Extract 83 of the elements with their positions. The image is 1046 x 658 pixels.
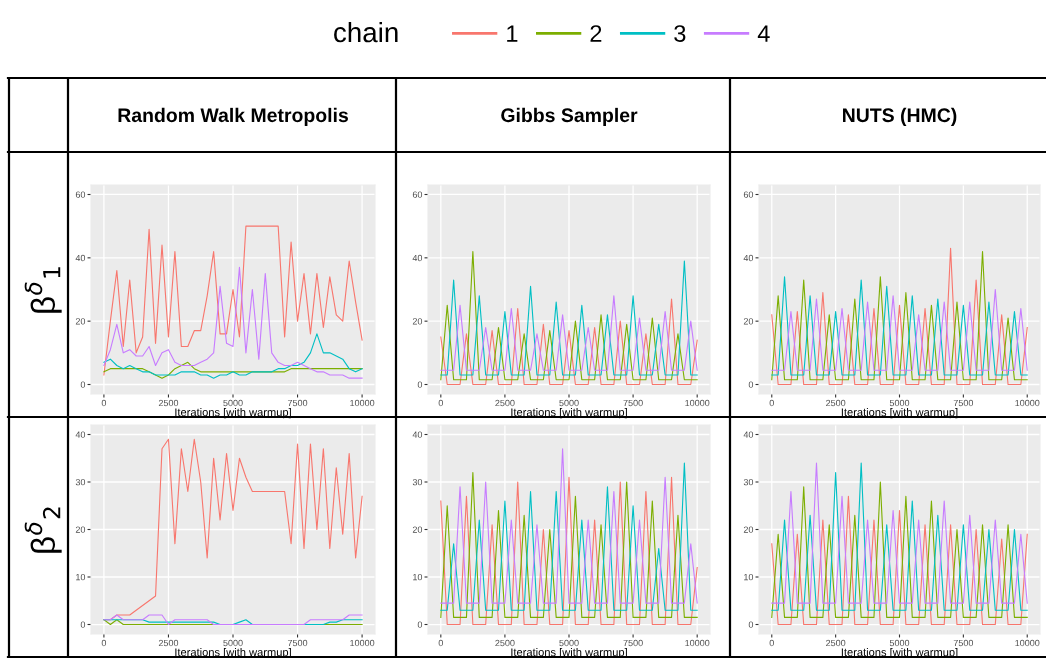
x-tick-label: 2500 [158, 639, 179, 647]
y-tick-label: 10 [744, 573, 754, 581]
x-axis-title: Iterations [with warmup] [841, 407, 958, 419]
y-tick-label: 0 [748, 381, 754, 388]
x-tick-label: 0 [438, 639, 443, 647]
line-series [103, 361, 363, 379]
line-series [440, 298, 698, 386]
legend-label: 4 [757, 25, 770, 42]
legend-label: 3 [674, 25, 686, 42]
y-tick-label: 40 [743, 431, 754, 438]
x-tick-label: 5000 [889, 639, 910, 647]
y-tick-label: 20 [412, 318, 423, 325]
y-tick-label: 20 [75, 526, 86, 533]
x-tick-label: 7500 [953, 639, 974, 647]
x-tick-label: 7500 [287, 639, 308, 647]
line-series [440, 295, 698, 371]
legend-label: 2 [590, 25, 602, 42]
line-series [771, 481, 1028, 618]
x-tick-label: 0 [438, 399, 443, 407]
y-tick-label: 40 [743, 254, 754, 262]
y-tick-label: 10 [413, 573, 423, 581]
line-series [103, 266, 363, 379]
y-tick-label: 0 [417, 381, 423, 388]
x-tick-label: 5000 [223, 639, 243, 647]
x-axis-title: Iterations [with warmup] [511, 407, 627, 419]
x-tick-label: 10000 [1015, 399, 1040, 407]
line-series [103, 225, 363, 376]
x-tick-label: 10000 [1015, 639, 1040, 647]
x-tick-label: 0 [101, 639, 107, 647]
x-tick-label: 7500 [623, 639, 643, 647]
x-tick-label: 0 [769, 399, 774, 407]
x-tick-label: 10000 [350, 399, 375, 407]
x-tick-label: 7500 [287, 399, 308, 407]
y-tick-label: 0 [80, 381, 86, 388]
chart-title: NUTS (HMC) [843, 107, 957, 126]
x-tick-label: 5000 [559, 399, 579, 407]
chart-title: Gibbs Sampler [501, 107, 638, 126]
x-tick-label: 7500 [623, 399, 643, 407]
x-tick-label: 10000 [685, 639, 710, 647]
x-tick-label: 0 [101, 399, 107, 407]
x-tick-label: 2500 [826, 639, 846, 647]
y-tick-label: 10 [76, 573, 86, 581]
x-tick-label: 5000 [559, 639, 579, 647]
y-tick-label: 60 [412, 191, 423, 198]
x-tick-label: 0 [769, 639, 774, 647]
x-axis-title: Iterations [with warmup] [175, 407, 291, 419]
y-tick-label: 0 [748, 621, 754, 628]
y-axis-title: β$^{δ}$$_{2}$ [24, 507, 62, 553]
y-tick-label: 40 [412, 254, 423, 262]
y-tick-label: 40 [75, 254, 86, 262]
x-axis-title: Iterations [with warmup] [841, 647, 958, 658]
legend-label: 1 [507, 25, 518, 42]
x-tick-label: 2500 [158, 399, 179, 407]
y-tick-label: 30 [75, 478, 86, 486]
x-tick-label: 5000 [889, 399, 910, 407]
y-axis-title: β$^{δ}$$_{1}$ [24, 267, 62, 313]
y-tick-label: 30 [743, 478, 754, 486]
x-tick-label: 5000 [223, 399, 243, 407]
legend-title: chain [334, 21, 398, 43]
y-tick-label: 40 [75, 431, 86, 438]
x-tick-label: 7500 [953, 399, 974, 407]
y-tick-label: 20 [412, 526, 423, 533]
x-tick-label: 2500 [495, 399, 515, 407]
y-tick-label: 0 [80, 621, 86, 628]
chart-title: Random Walk Metropolis [118, 107, 348, 126]
y-tick-label: 60 [743, 191, 754, 198]
x-axis-title: Iterations [with warmup] [511, 647, 627, 658]
x-tick-label: 2500 [826, 399, 846, 407]
y-tick-label: 20 [743, 318, 754, 325]
line-series [771, 276, 1028, 376]
y-tick-label: 20 [75, 318, 86, 325]
x-axis-title: Iterations [with warmup] [175, 647, 291, 658]
line-series [103, 333, 363, 379]
y-tick-label: 0 [417, 621, 423, 628]
x-tick-label: 10000 [350, 639, 375, 647]
y-tick-label: 40 [412, 431, 423, 438]
line-series [771, 495, 1028, 626]
line-series [771, 288, 1028, 371]
y-tick-label: 20 [743, 526, 754, 533]
x-tick-label: 10000 [685, 399, 710, 407]
y-tick-label: 60 [75, 191, 86, 198]
y-tick-label: 30 [412, 478, 423, 486]
x-tick-label: 2500 [495, 639, 515, 647]
